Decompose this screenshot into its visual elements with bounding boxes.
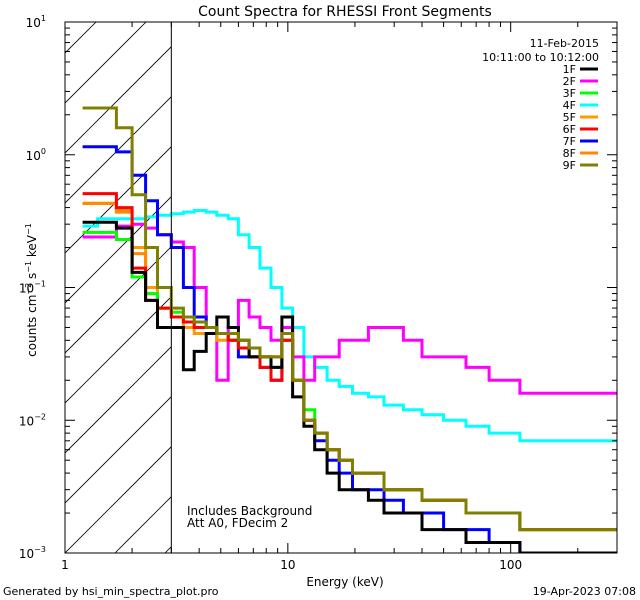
axes: 1 10 100 10−3 10−2 10−1 100 101 (19, 14, 618, 572)
hatch-line (65, 22, 147, 104)
legend-date: 11-Feb-2015 (530, 37, 599, 50)
y-tick-label: 10−1 (19, 280, 46, 296)
series-1F-line (82, 220, 617, 553)
legend-label-8F: 8F (563, 147, 576, 160)
hatch-line (65, 196, 172, 304)
annotation-background: Includes Background (187, 504, 312, 518)
x-tick-label: 10 (280, 558, 295, 572)
y-axis-label: counts cm−2 s−1 keV−1 (24, 223, 39, 357)
y-tick-label: 100 (26, 147, 46, 163)
attenuator-hatch-region (65, 22, 172, 553)
legend-label-6F: 6F (563, 123, 576, 136)
legend-label-9F: 9F (563, 159, 576, 172)
x-tick-label: 1 (61, 558, 69, 572)
legend-label-7F: 7F (563, 135, 576, 148)
annotation-attenuator: Att A0, FDecim 2 (187, 516, 288, 530)
hatch-line (65, 246, 172, 354)
y-tick-label: 10−3 (19, 545, 46, 561)
hatch-line (65, 396, 172, 504)
hatch-line (65, 46, 172, 154)
legend-label-3F: 3F (563, 87, 576, 100)
chart-title: Count Spectra for RHESSI Front Segments (198, 4, 492, 20)
legend: 11-Feb-2015 10:11:00 to 10:12:00 1F2F3F4… (482, 37, 599, 172)
footer-timestamp: 19-Apr-2023 07:08 (533, 585, 636, 598)
legend-label-2F: 2F (563, 75, 576, 88)
legend-label-4F: 4F (563, 99, 576, 112)
legend-label-1F: 1F (563, 63, 576, 76)
legend-time-range: 10:11:00 to 10:12:00 (482, 51, 599, 64)
x-axis-label: Energy (keV) (306, 575, 383, 589)
series-9F-line (82, 106, 617, 532)
footer-generated-by: Generated by hsi_min_spectra_plot.pro (3, 585, 219, 598)
hatch-line (65, 446, 172, 553)
y-tick-label: 10−2 (19, 412, 46, 428)
y-tick-label: 101 (26, 14, 46, 30)
legend-label-5F: 5F (563, 111, 576, 124)
x-tick-label: 100 (499, 558, 522, 572)
